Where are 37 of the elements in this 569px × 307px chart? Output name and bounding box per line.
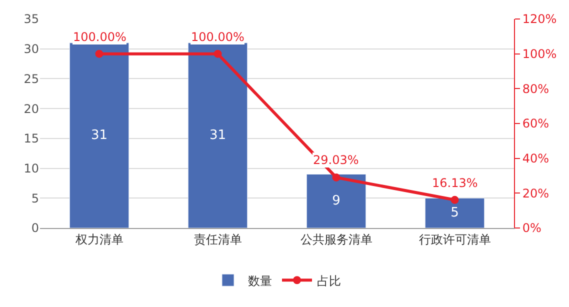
y-tick-label: 5 [31,191,39,206]
bar [424,198,485,228]
y-tick-label: 25 [24,72,39,86]
x-tick-label: 行政许可清单 [418,232,491,246]
bar [188,42,248,228]
y2-tick-label: 100% [522,47,557,62]
point [95,50,104,58]
legend-label: 数量 [248,274,272,288]
x-tick-label: 责任清单 [194,232,242,246]
y2-tick-label: 80% [522,82,550,96]
point [214,50,222,58]
point [450,196,459,204]
data-label: 31 [90,128,108,143]
data-label: 9 [332,194,340,209]
x-tick-label: 权力清单 [74,232,124,246]
bar [306,174,366,228]
y-tick-label: 20 [24,102,39,116]
data-label: 16.13% [432,176,478,190]
y2-tick-label: 120% [522,12,557,26]
data-label: 31 [209,128,226,143]
y-tick-label: 0 [31,221,39,236]
data-label: 29.03% [313,153,359,167]
point [332,173,340,182]
y2-tick-label: 40% [522,152,550,166]
data-label: 100.00% [191,30,244,44]
data-label: 5 [450,206,459,221]
y-tick-label: 30 [24,42,39,56]
x-tick-label: 公共服务清单 [300,232,372,246]
y2-tick-label: 0% [522,221,542,236]
y-tick-label: 10 [24,161,39,176]
y-tick-label: 15 [24,132,39,146]
legend-label: 占比 [317,274,341,288]
y2-tick-label: 60% [522,116,550,131]
data-label: 100.00% [73,30,126,44]
bar [69,42,130,228]
y-tick-label: 35 [24,12,39,26]
y2-tick-label: 20% [522,186,550,200]
